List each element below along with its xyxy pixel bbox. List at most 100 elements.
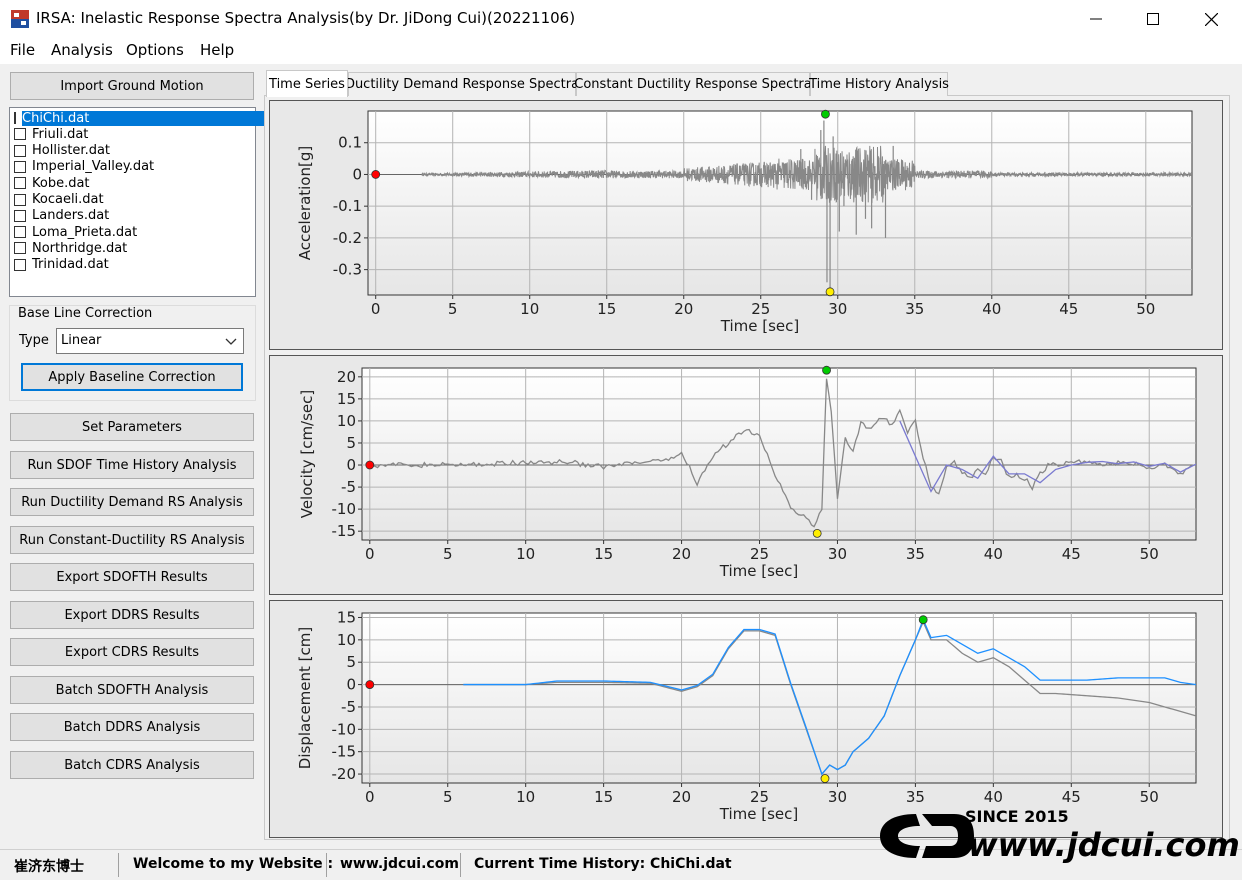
baseline-type-select[interactable]: Linear (56, 328, 244, 354)
menu-file[interactable]: File (10, 41, 36, 59)
file-name: Kobe.dat (32, 175, 90, 191)
x-tick-label: 30 (828, 788, 847, 806)
import-ground-motion-button[interactable]: Import Ground Motion (10, 72, 254, 100)
x-tick-label: 15 (597, 300, 616, 318)
list-item[interactable]: Kobe.dat (12, 175, 254, 191)
plot-area (361, 612, 1197, 784)
batch-cdrs-button[interactable]: Batch CDRS Analysis (10, 751, 254, 779)
marker-point (371, 170, 381, 179)
x-tick-label: 35 (906, 545, 925, 563)
velocity-chart[interactable]: 0 5 10 15 20 25 30 35 40 45 5020151050-5-10-15Time… (270, 356, 1222, 594)
y-tick-label: -0.3 (333, 261, 362, 279)
file-name: Northridge.dat (32, 240, 128, 256)
x-tick-label: 15 (594, 788, 613, 806)
menu-options[interactable]: Options (126, 41, 184, 59)
displacement-chart-frame: 0 5 10 15 20 25 30 35 40 45 50 15 10 5 0 -5 -10 -15 -20 Tim… (269, 600, 1223, 838)
export-cdrs-results-button[interactable]: Export CDRS Results (10, 638, 254, 666)
checkbox[interactable] (14, 226, 26, 239)
checkbox[interactable] (14, 144, 26, 157)
run-sdof-time-history-button[interactable]: Run SDOF Time History Analysis (10, 451, 254, 479)
app-icon (11, 10, 29, 28)
acceleration-chart[interactable]: 0 5 10 15 20 25 30 35 40 45 50 0.1 0 -0.1 -0.2 -0.3 Time… (270, 101, 1222, 349)
velocity-chart-frame: 0 5 10 15 20 25 30 35 40 45 50 20 15 10 5 0 -5 -10 -15 Time… (269, 355, 1223, 595)
list-item[interactable]: Friuli.dat (12, 126, 254, 142)
title-bar: IRSA: Inelastic Response Spectra Analysi… (0, 0, 1242, 38)
status-current-time-history: Current Time History: ChiChi.dat (474, 856, 732, 872)
status-separator (460, 853, 461, 877)
minimize-icon[interactable] (1067, 0, 1125, 38)
checkbox[interactable] (14, 160, 26, 173)
list-item[interactable]: Landers.dat (12, 208, 254, 224)
watermark-url: www.jdcui.com (968, 826, 1240, 864)
y-axis-label: Acceleration[g] (296, 146, 314, 260)
checkbox[interactable] (14, 209, 26, 222)
menu-bar: File Analysis Options Help (0, 38, 1242, 64)
checkbox[interactable] (14, 128, 26, 141)
y-tick-label: -10 (332, 720, 357, 738)
tab-ductility-demand-response-spectra[interactable]: Ductility Demand Response Spectra (345, 72, 579, 96)
marker-point (918, 615, 928, 625)
baseline-type-value: Linear (61, 333, 102, 348)
y-tick-label: -15 (332, 743, 357, 761)
checkbox[interactable] (14, 112, 16, 124)
set-parameters-button[interactable]: Set Parameters (10, 413, 254, 441)
checkbox[interactable] (14, 193, 26, 206)
status-separator (326, 853, 327, 877)
baseline-group-label: Base Line Correction (17, 306, 154, 321)
displacement-chart[interactable]: 0 5 10 15 20 25 30 35 40 45 50151050-5-10-15-20Tim… (270, 601, 1222, 837)
marker-point (812, 528, 822, 538)
list-item[interactable]: ChiChi.dat (12, 110, 290, 126)
y-tick-label: -5 (341, 478, 356, 496)
close-icon[interactable] (1182, 0, 1240, 38)
x-tick-label: 0 (365, 788, 375, 806)
y-axis-label: Displacement [cm] (296, 627, 314, 769)
x-axis-label: Time [sec] (719, 562, 798, 580)
run-constant-ductility-rs-button[interactable]: Run Constant-Ductility RS Analysis (10, 526, 254, 554)
x-axis-label: Time [sec] (719, 805, 798, 823)
list-item[interactable]: Kocaeli.dat (12, 192, 254, 208)
list-item[interactable]: Loma_Prieta.dat (12, 224, 254, 240)
x-tick-label: 5 (448, 300, 458, 318)
apply-baseline-correction-button[interactable]: Apply Baseline Correction (21, 363, 243, 391)
y-tick-label: 0 (346, 676, 356, 694)
x-tick-label: 10 (516, 788, 535, 806)
batch-ddrs-button[interactable]: Batch DDRS Analysis (10, 713, 254, 741)
tab-constant-ductility-response-spectra[interactable]: Constant Ductility Response Spectra (574, 72, 812, 96)
file-name: Loma_Prieta.dat (32, 224, 138, 240)
x-tick-label: 20 (672, 545, 691, 563)
y-tick-label: 0.1 (338, 134, 362, 152)
list-item[interactable]: Imperial_Valley.dat (12, 159, 254, 175)
x-tick-label: 50 (1136, 300, 1155, 318)
list-item[interactable]: Hollister.dat (12, 143, 254, 159)
ground-motion-list[interactable]: ChiChi.dat Friuli.dat Hollister.dat Imperia… (9, 107, 290, 297)
export-sdofth-results-button[interactable]: Export SDOFTH Results (10, 563, 254, 591)
plot-area (361, 367, 1197, 541)
run-ductility-demand-rs-button[interactable]: Run Ductility Demand RS Analysis (10, 488, 254, 516)
file-name: Friuli.dat (32, 126, 89, 142)
x-tick-label: 0 (365, 545, 375, 563)
checkbox[interactable] (14, 177, 26, 190)
baseline-correction-group (9, 305, 256, 401)
x-tick-label: 10 (520, 300, 539, 318)
batch-sdofth-button[interactable]: Batch SDOFTH Analysis (10, 676, 254, 704)
export-ddrs-results-button[interactable]: Export DDRS Results (10, 601, 254, 629)
list-item[interactable]: Northridge.dat (12, 240, 254, 256)
checkbox[interactable] (14, 242, 26, 255)
maximize-icon[interactable] (1124, 0, 1182, 38)
status-bar: 崔济东博士 Welcome to my Website : www.jdcui.… (0, 849, 1242, 880)
x-tick-label: 10 (516, 545, 535, 563)
status-website-link[interactable]: www.jdcui.com (340, 856, 459, 872)
marker-point (822, 365, 831, 375)
tab-time-series[interactable]: Time Series (266, 70, 348, 97)
x-tick-label: 50 (1140, 788, 1159, 806)
marker-point (820, 774, 830, 783)
y-tick-label: 10 (337, 412, 356, 430)
y-tick-label: 0 (346, 456, 356, 474)
y-tick-label: -5 (341, 698, 356, 716)
menu-help[interactable]: Help (200, 41, 235, 59)
tab-time-history-analysis[interactable]: Time History Analysis (809, 72, 949, 96)
list-item[interactable]: Trinidad.dat (12, 257, 254, 273)
marker-point (821, 109, 830, 119)
menu-analysis[interactable]: Analysis (51, 41, 113, 59)
checkbox[interactable] (14, 258, 26, 271)
